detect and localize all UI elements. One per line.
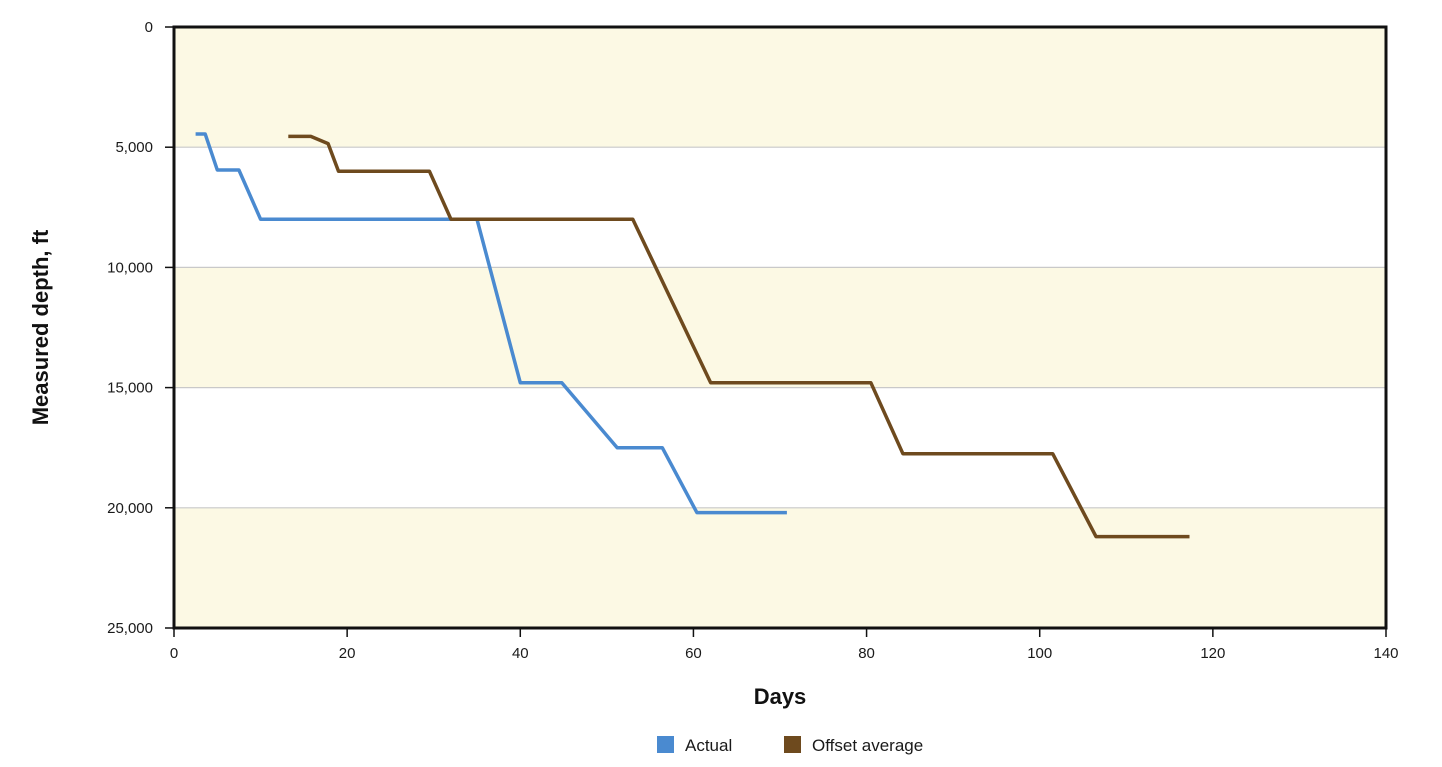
x-tick-label: 40 xyxy=(512,645,529,662)
x-tick-label: 120 xyxy=(1200,645,1225,662)
x-tick-label: 100 xyxy=(1027,645,1052,662)
y-tick-label: 25,000 xyxy=(107,620,153,637)
series-line-offset-average xyxy=(288,134,1190,539)
series-layer xyxy=(195,132,1190,539)
legend-swatch xyxy=(784,736,801,753)
y-tick-label: 10,000 xyxy=(107,259,153,276)
legend-item-offset-average: Offset average xyxy=(784,736,923,755)
x-tick-label: 60 xyxy=(685,645,702,662)
x-tick-label: 20 xyxy=(339,645,356,662)
series-line-actual xyxy=(195,132,787,515)
y-tick-label: 0 xyxy=(145,19,153,36)
y-tick-label: 15,000 xyxy=(107,380,153,397)
y-tick-label: 5,000 xyxy=(115,139,153,156)
plot-band xyxy=(174,27,1386,148)
legend-label: Offset average xyxy=(812,736,923,755)
x-axis-title: Days xyxy=(754,684,807,709)
x-tick-label: 0 xyxy=(170,645,178,662)
y-axis-title: Measured depth, ft xyxy=(28,229,53,425)
x-axis: 0 20 40 60 80 100 120 140 xyxy=(170,628,1399,662)
plot-band xyxy=(174,507,1386,628)
y-tick-label: 20,000 xyxy=(107,500,153,517)
plot-band xyxy=(174,387,1386,508)
gridlines xyxy=(174,146,1386,509)
y-axis: 0 5,000 10,000 15,000 20,000 25,000 xyxy=(107,19,174,637)
plot-band xyxy=(174,267,1386,388)
plot-bands xyxy=(174,27,1386,628)
legend-swatch xyxy=(657,736,674,753)
legend: Actual Offset average xyxy=(657,736,923,755)
legend-item-actual: Actual xyxy=(657,736,732,755)
legend-label: Actual xyxy=(685,736,732,755)
x-tick-label: 140 xyxy=(1373,645,1398,662)
x-tick-label: 80 xyxy=(858,645,875,662)
plot-band xyxy=(174,147,1386,268)
plot-frame xyxy=(172,25,1388,630)
